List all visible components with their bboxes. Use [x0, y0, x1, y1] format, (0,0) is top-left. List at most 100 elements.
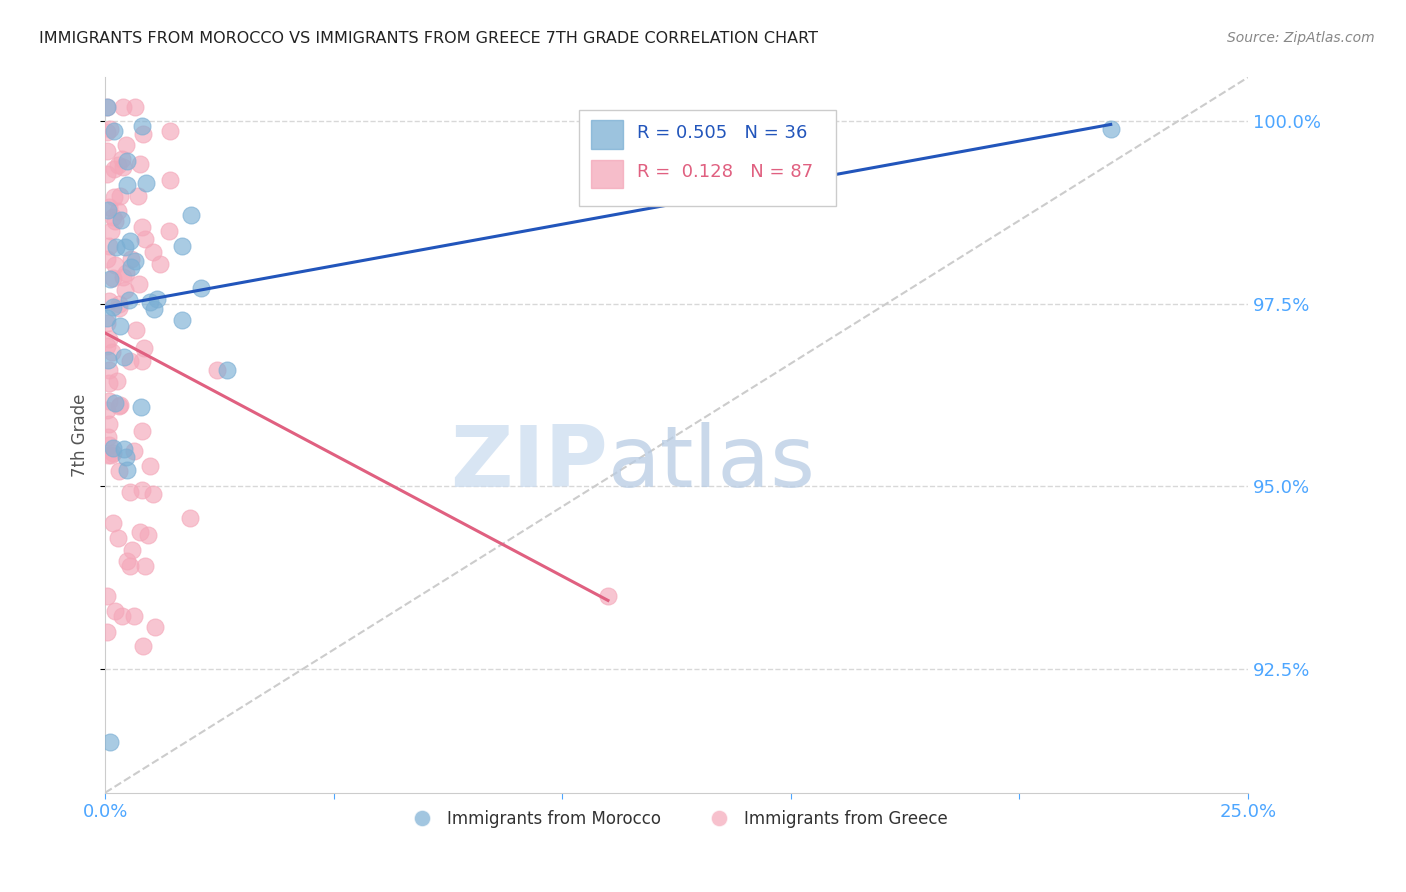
Point — [96, 168, 118, 182]
Point — [107, 296, 129, 310]
Point — [97, 294, 120, 309]
Point — [96, 145, 118, 159]
Point — [131, 353, 153, 368]
Point — [114, 265, 136, 279]
Point — [120, 252, 142, 267]
Point — [98, 271, 121, 285]
Point — [131, 483, 153, 497]
Point — [596, 589, 619, 603]
Point — [96, 625, 118, 640]
Text: R =  0.128   N = 87: R = 0.128 N = 87 — [637, 163, 813, 181]
Point — [115, 138, 138, 153]
Point — [100, 344, 122, 359]
Point — [138, 295, 160, 310]
Point — [111, 160, 134, 174]
Text: R = 0.505   N = 36: R = 0.505 N = 36 — [637, 123, 807, 142]
Text: ZIP: ZIP — [450, 422, 607, 505]
Point — [128, 524, 150, 539]
Point — [108, 398, 131, 412]
Point — [96, 316, 118, 330]
Point — [96, 339, 118, 353]
Point — [114, 442, 136, 457]
Point — [107, 399, 129, 413]
Point — [131, 119, 153, 133]
Point — [98, 394, 121, 409]
Point — [96, 100, 118, 114]
Point — [97, 430, 120, 444]
FancyBboxPatch shape — [591, 160, 623, 188]
Point — [217, 363, 239, 377]
Point — [115, 178, 138, 193]
Point — [108, 319, 131, 334]
Point — [104, 258, 127, 272]
Point — [142, 302, 165, 317]
Point — [170, 239, 193, 253]
Point — [107, 531, 129, 545]
Y-axis label: 7th Grade: 7th Grade — [72, 393, 89, 476]
Point — [97, 376, 120, 390]
Point — [135, 177, 157, 191]
Point — [96, 310, 118, 325]
Point — [118, 484, 141, 499]
Point — [98, 200, 121, 214]
Point — [129, 157, 152, 171]
Point — [98, 332, 121, 346]
Point — [124, 100, 146, 114]
Point — [132, 639, 155, 653]
Point — [107, 158, 129, 172]
Point — [159, 173, 181, 187]
Text: IMMIGRANTS FROM MOROCCO VS IMMIGRANTS FROM GREECE 7TH GRADE CORRELATION CHART: IMMIGRANTS FROM MOROCCO VS IMMIGRANTS FR… — [39, 31, 818, 46]
Point — [172, 313, 194, 327]
Legend: Immigrants from Morocco, Immigrants from Greece: Immigrants from Morocco, Immigrants from… — [398, 803, 955, 834]
Point — [96, 100, 118, 114]
Point — [108, 301, 131, 315]
Point — [118, 234, 141, 248]
Point — [142, 487, 165, 501]
Point — [179, 511, 201, 525]
Point — [115, 450, 138, 465]
Point — [190, 281, 212, 295]
Point — [134, 232, 156, 246]
Point — [111, 608, 134, 623]
Point — [136, 528, 159, 542]
Point — [124, 254, 146, 268]
Point — [131, 424, 153, 438]
Point — [159, 124, 181, 138]
Point — [111, 152, 134, 166]
Point — [96, 124, 118, 138]
Point — [101, 516, 124, 531]
Point — [131, 219, 153, 234]
Point — [104, 604, 127, 618]
Point — [103, 271, 125, 285]
Point — [112, 270, 135, 285]
Point — [118, 559, 141, 574]
Point — [97, 363, 120, 377]
Point — [117, 154, 139, 169]
Point — [115, 554, 138, 568]
Point — [132, 127, 155, 141]
FancyBboxPatch shape — [579, 110, 837, 206]
Point — [146, 292, 169, 306]
Point — [112, 350, 135, 364]
Point — [142, 245, 165, 260]
Point — [97, 448, 120, 462]
Point — [100, 449, 122, 463]
FancyBboxPatch shape — [591, 120, 623, 149]
Point — [134, 559, 156, 574]
Point — [101, 442, 124, 456]
Point — [112, 100, 135, 114]
Point — [108, 464, 131, 478]
Point — [96, 252, 118, 267]
Point — [103, 124, 125, 138]
Point — [97, 203, 120, 218]
Point — [101, 210, 124, 224]
Point — [120, 260, 142, 274]
Point — [101, 446, 124, 460]
Point — [120, 354, 142, 368]
Point — [114, 240, 136, 254]
Point — [117, 463, 139, 477]
Text: Source: ZipAtlas.com: Source: ZipAtlas.com — [1227, 31, 1375, 45]
Point — [110, 213, 132, 227]
Point — [118, 293, 141, 307]
Point — [107, 203, 129, 218]
